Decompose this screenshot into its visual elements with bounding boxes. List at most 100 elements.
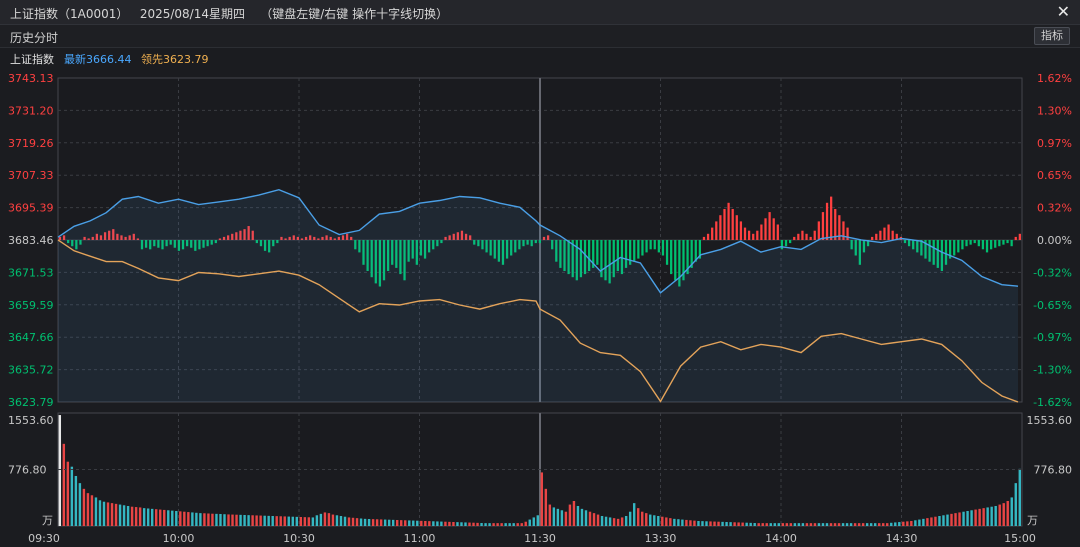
change-bar xyxy=(563,240,566,271)
volume-bar xyxy=(371,519,375,526)
volume-bar xyxy=(612,518,616,526)
change-bar xyxy=(218,238,222,240)
change-bar xyxy=(985,240,989,253)
volume-bar xyxy=(146,508,150,526)
volume-bar xyxy=(211,513,214,526)
volume-bar xyxy=(259,515,262,526)
change-bar xyxy=(411,240,414,259)
volume-bar xyxy=(584,510,588,526)
y-tick-right: 1.62% xyxy=(1037,72,1072,85)
volume-bar xyxy=(552,507,556,526)
volume-bar xyxy=(689,520,692,526)
change-bar xyxy=(132,233,135,240)
volume-bar xyxy=(902,521,905,526)
volume-bar xyxy=(962,511,965,526)
volume-bar xyxy=(938,515,941,526)
volume-bar xyxy=(785,523,789,526)
change-bar xyxy=(522,240,525,247)
change-bar xyxy=(280,236,283,240)
change-bar xyxy=(374,240,377,284)
volume-bar xyxy=(191,512,194,526)
x-tick: 11:00 xyxy=(404,532,436,545)
x-tick: 14:30 xyxy=(886,532,918,545)
volume-bar xyxy=(512,523,515,526)
legend-bar: 上证指数 最新3666.44 领先3623.79 xyxy=(0,48,1080,68)
volume-bar xyxy=(637,508,640,526)
y-tick-right: -0.97% xyxy=(1033,331,1072,344)
change-bar xyxy=(161,240,164,250)
volume-bar xyxy=(536,515,539,526)
volume-bar xyxy=(90,495,94,526)
y-tick-right: -1.62% xyxy=(1033,396,1072,409)
volume-bar xyxy=(942,515,945,526)
change-bar xyxy=(399,240,402,275)
change-bar xyxy=(403,240,406,281)
x-tick: 10:00 xyxy=(163,532,195,545)
change-bar xyxy=(292,235,295,240)
change-bar xyxy=(415,240,418,265)
volume-bar xyxy=(865,523,869,526)
change-bar xyxy=(456,232,459,240)
change-bar xyxy=(957,240,960,253)
series-line-latest xyxy=(57,188,1019,294)
volume-bar xyxy=(400,520,403,526)
change-bar xyxy=(661,240,665,256)
volume-bar xyxy=(685,519,688,526)
volume-bar xyxy=(813,523,817,526)
change-bar xyxy=(169,240,172,245)
change-bar xyxy=(1006,240,1009,244)
volume-bar xyxy=(396,519,399,526)
change-bar xyxy=(690,240,693,268)
volume-bar xyxy=(576,505,580,526)
volume-bar xyxy=(669,518,672,526)
change-bar xyxy=(473,240,476,245)
volume-bar xyxy=(705,521,708,526)
x-tick: 13:30 xyxy=(645,532,677,545)
volume-bar xyxy=(628,511,632,526)
volume-bar xyxy=(183,511,186,526)
volume-bar xyxy=(420,520,423,526)
change-bar xyxy=(75,240,78,250)
y-tick-left: 3707.33 xyxy=(8,169,54,182)
volume-bar xyxy=(857,523,861,526)
volume-bar xyxy=(657,515,660,526)
change-bar xyxy=(485,240,488,253)
volume-bar xyxy=(733,522,736,526)
change-bar xyxy=(801,230,804,240)
change-bar xyxy=(793,236,796,240)
change-bar xyxy=(263,240,267,251)
change-bar xyxy=(600,240,603,278)
change-bar xyxy=(969,240,972,245)
change-bar xyxy=(858,240,861,265)
y-tick-right: -1.30% xyxy=(1033,364,1072,377)
volume-bar xyxy=(773,523,776,526)
y-tick-left: 3635.72 xyxy=(8,364,54,377)
change-bar xyxy=(190,240,193,248)
change-bar xyxy=(575,240,578,281)
change-bar xyxy=(866,240,870,247)
close-icon[interactable]: ✕ xyxy=(1056,2,1070,21)
volume-bar xyxy=(251,515,254,526)
volume-bar xyxy=(729,522,732,526)
change-bar xyxy=(780,240,784,250)
change-bar xyxy=(116,233,119,240)
change-bar xyxy=(313,236,316,240)
volume-bar xyxy=(978,508,981,526)
window-title: 上证指数（1A0001） 2025/08/14星期四 （键盘左键/右键 操作十字… xyxy=(10,7,449,21)
change-bar xyxy=(768,212,771,240)
change-bar xyxy=(596,240,599,265)
indicator-button[interactable]: 指标 xyxy=(1034,27,1070,45)
intraday-chart[interactable]: 3743.13 1.62% 3731.20 1.30% 3719.26 0.97% 3707… xyxy=(0,68,1080,547)
change-bar xyxy=(227,235,230,240)
volume-bar xyxy=(653,515,656,526)
volume-bar xyxy=(608,517,612,526)
change-bar xyxy=(842,221,845,240)
change-bar xyxy=(788,240,792,244)
volume-bar xyxy=(311,517,315,526)
x-tick: 15:00 xyxy=(1004,532,1036,545)
change-bar xyxy=(71,240,74,247)
change-bar xyxy=(243,229,246,240)
volume-bar xyxy=(990,506,993,526)
volume-bar xyxy=(548,504,552,526)
change-bar xyxy=(678,240,681,287)
